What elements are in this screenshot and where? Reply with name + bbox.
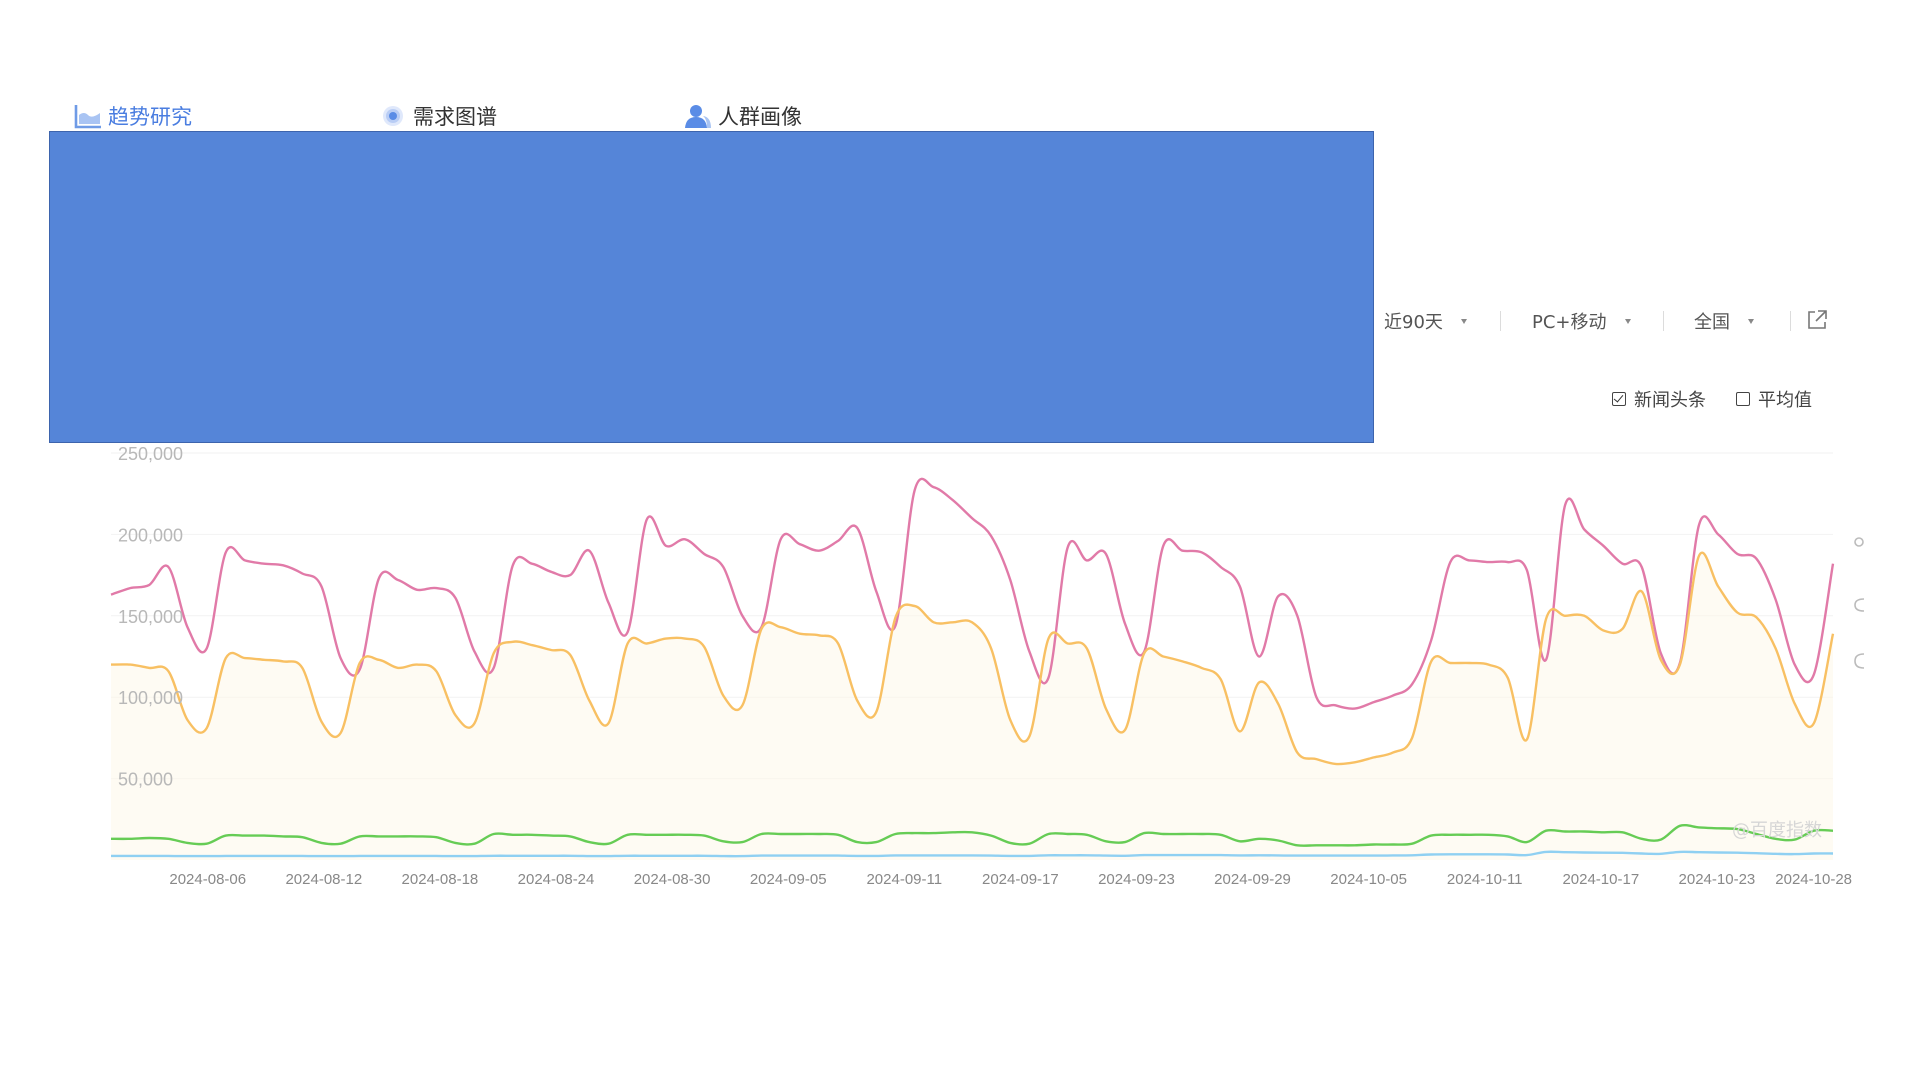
- region-value: 全国: [1694, 312, 1730, 333]
- y-tick-label: 200,000: [118, 525, 183, 545]
- series-line-2[interactable]: [110, 551, 1835, 766]
- divider: [1500, 311, 1501, 331]
- news-checkbox[interactable]: 新闻头条: [1612, 386, 1706, 412]
- x-tick-label: 2024-10-28: [1775, 871, 1852, 888]
- y-axis: 250,000 200,000 150,000 100,000 50,000: [118, 444, 183, 790]
- x-tick-label: 2024-09-11: [866, 871, 942, 888]
- tab-label: 人群画像: [718, 105, 802, 129]
- region-select[interactable]: 全国: [1694, 306, 1754, 336]
- x-tick-label: 2024-09-29: [1214, 871, 1291, 888]
- trend-chart-icon: [74, 102, 102, 130]
- x-tick-label: 2024-10-23: [1679, 871, 1756, 888]
- y-tick-label: 150,000: [118, 607, 183, 627]
- external-link-icon[interactable]: [1806, 309, 1828, 331]
- x-tick-label: 2024-10-11: [1447, 871, 1523, 888]
- x-tick-label: 2024-08-12: [285, 871, 362, 888]
- x-tick-label: 2024-08-06: [169, 871, 246, 888]
- x-tick-label: 2024-09-23: [1098, 871, 1175, 888]
- series-area: [111, 552, 1833, 860]
- chart-restore-icon[interactable]: [1852, 596, 1866, 614]
- caret-down-icon: [1460, 318, 1467, 324]
- series-areas: [111, 552, 1833, 860]
- device-select[interactable]: PC+移动: [1532, 306, 1631, 336]
- device-value: PC+移动: [1532, 312, 1607, 333]
- user-profile-icon: [684, 102, 712, 130]
- period-select[interactable]: 近90天: [1384, 306, 1467, 336]
- divider: [1663, 311, 1664, 331]
- news-label: 新闻头条: [1634, 390, 1706, 411]
- tab-demand-graph[interactable]: 需求图谱: [379, 100, 497, 132]
- series-line-1[interactable]: [110, 477, 1835, 710]
- chart-download-icon[interactable]: [1852, 652, 1866, 670]
- tab-label: 需求图谱: [413, 105, 497, 129]
- y-tick-label: 100,000: [118, 688, 183, 708]
- filter-bar: 近90天 PC+移动 全国: [0, 306, 1920, 336]
- series-line-4[interactable]: [111, 850, 1834, 858]
- period-value: 近90天: [1384, 312, 1443, 333]
- tab-trend-research[interactable]: 趋势研究: [74, 100, 192, 132]
- x-tick-label: 2024-10-05: [1330, 871, 1407, 888]
- average-checkbox[interactable]: 平均值: [1736, 386, 1812, 412]
- watermark: @百度指数: [1732, 820, 1822, 841]
- y-tick-label: 50,000: [118, 770, 173, 790]
- redaction-overlay: [49, 131, 1374, 443]
- caret-down-icon: [1624, 318, 1631, 324]
- x-tick-label: 2024-08-24: [518, 871, 595, 888]
- series-line-3[interactable]: [110, 823, 1834, 847]
- tab-crowd-portrait[interactable]: 人群画像: [684, 100, 802, 132]
- checkbox-checked-icon: [1612, 392, 1626, 406]
- x-tick-label: 2024-09-05: [750, 871, 827, 888]
- x-tick-label: 2024-08-30: [634, 871, 711, 888]
- tab-label: 趋势研究: [108, 105, 192, 129]
- average-label: 平均值: [1758, 390, 1812, 411]
- x-tick-label: 2024-08-18: [402, 871, 479, 888]
- x-axis: 2024-08-06 2024-08-12 2024-08-18 2024-08-24…: [169, 871, 1852, 888]
- caret-down-icon: [1748, 318, 1754, 324]
- checkbox-unchecked-icon: [1736, 392, 1750, 406]
- x-tick-label: 2024-10-17: [1562, 871, 1639, 888]
- divider: [1790, 311, 1791, 331]
- chart-tool-icon[interactable]: [1852, 533, 1866, 551]
- x-tick-label: 2024-09-17: [982, 871, 1059, 888]
- series-lines: [110, 477, 1835, 858]
- demand-graph-icon: [379, 102, 407, 130]
- y-tick-label: 250,000: [118, 444, 183, 464]
